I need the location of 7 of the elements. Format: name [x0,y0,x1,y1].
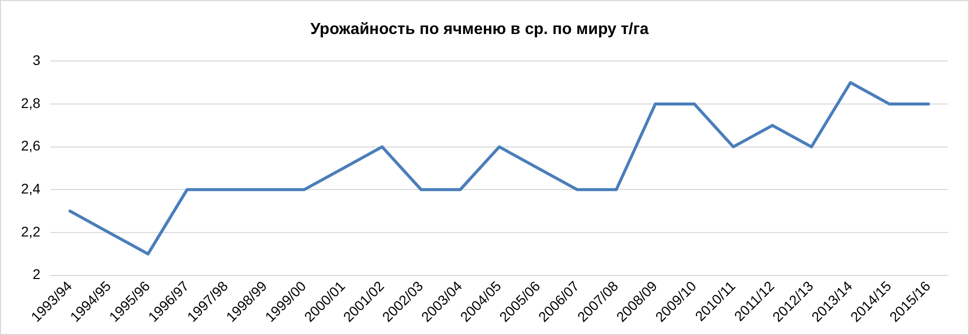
y-tick-label: 2,6 [20,138,41,154]
y-tick-label: 2 [32,266,41,282]
y-tick-label: 2,4 [20,180,41,197]
y-tick-label: 2,2 [20,223,41,240]
chart-title: Урожайность по ячменю в ср. по миру т/га [310,21,649,38]
y-tick-label: 3 [32,52,41,68]
y-tick-label: 2,8 [20,94,41,111]
